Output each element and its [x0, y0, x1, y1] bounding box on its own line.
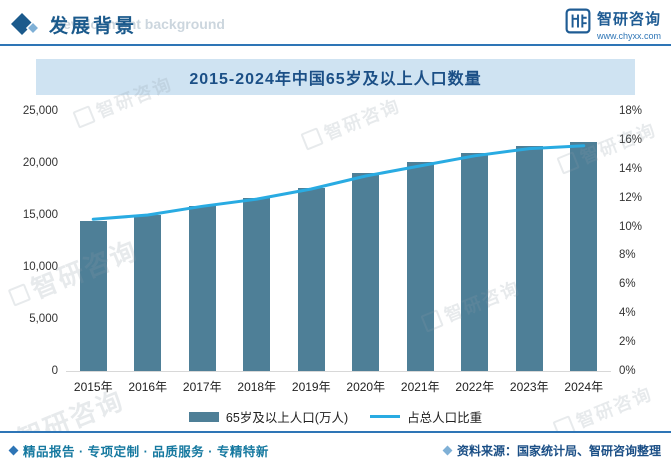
legend-item-bar: 65岁及以上人口(万人) [188, 407, 349, 426]
bar-2016年 [134, 215, 162, 371]
plot-area [66, 111, 611, 372]
x-axis-label: 2022年 [455, 380, 495, 394]
chart: 25,000 20,000 15,000 10,000 5,000 0 18% 16% 14%… [6, 105, 657, 395]
bar-2020年 [352, 172, 380, 371]
x-axis-label: 2018年 [237, 380, 277, 394]
x-axis-label: 2017年 [182, 380, 222, 394]
bar-2017年 [188, 206, 216, 371]
brand-site-url: www.chyxx.com [596, 30, 661, 41]
trend-line-svg [66, 111, 611, 371]
footer-source: 资料来源：国家统计局、智研咨询整理 [442, 442, 661, 459]
brand-text: 智研咨询 www.chyxx.com [597, 8, 661, 41]
brand-name: 智研咨询 [596, 10, 661, 28]
legend-line-swatch [370, 415, 401, 418]
footer: 精品报告 · 专项定制 · 品质服务 · 专精特新 资料来源：国家统计局、智研咨… [0, 431, 671, 472]
bar-2023年 [515, 145, 543, 371]
x-axis-label: 2020年 [346, 380, 386, 394]
axis-tick: 4% [619, 307, 636, 320]
x-axis-label: 2024年 [564, 380, 604, 394]
axis-tick: 10,000 [22, 261, 58, 273]
footer-diamond-icon [8, 445, 19, 456]
page-title: 发展背景 [49, 15, 138, 37]
bar-2024年 [570, 142, 598, 371]
title-wrap: Development background 发展背景 [49, 11, 225, 38]
axis-tick: 14% [619, 162, 643, 175]
bars [66, 111, 611, 371]
brand-logo-icon [565, 8, 591, 33]
footer-source-text: 资料来源：国家统计局、智研咨询整理 [456, 444, 661, 458]
axis-tick: 18% [619, 105, 643, 117]
axis-tick: 5,000 [29, 313, 58, 325]
bar-2019年 [297, 187, 325, 371]
axis-tick: 2% [619, 336, 636, 349]
header-background-text: Development background [53, 15, 225, 32]
axis-tick: 10% [619, 220, 643, 233]
x-axis-labels: 2015年 2016年 2017年 2018年 2019年 2020年 2021年 2022年… [66, 378, 611, 395]
left-axis: 25,000 20,000 15,000 10,000 5,000 0 [6, 105, 66, 377]
bar-2022年 [461, 152, 489, 371]
axis-tick: 12% [619, 191, 643, 204]
axis-tick: 0% [619, 365, 636, 377]
footer-services-text: 精品报告 · 专项定制 · 品质服务 · 专精特新 [23, 445, 269, 459]
legend-bar-label: 65岁及以上人口(万人) [225, 411, 349, 425]
axis-tick: 6% [619, 278, 636, 291]
bar-2021年 [406, 162, 434, 371]
legend-bar-swatch [188, 411, 219, 422]
x-axis-label: 2021年 [400, 380, 440, 394]
header-left: Development background 发展背景 [10, 11, 225, 38]
axis-tick: 20,000 [22, 157, 58, 169]
source-diamond-icon [442, 445, 453, 456]
brand: 智研咨询 www.chyxx.com [565, 8, 661, 41]
legend: 65岁及以上人口(万人) 占总人口比重 [0, 407, 671, 426]
x-axis-label: 2016年 [128, 380, 168, 394]
bar-2018年 [243, 197, 271, 371]
axis-tick: 15,000 [22, 209, 58, 221]
chart-title: 2015-2024年中国65岁及以上人口数量 [36, 59, 635, 95]
legend-line-label: 占总人口比重 [407, 411, 483, 425]
diamond-icon [11, 12, 40, 35]
axis-tick: 8% [619, 249, 636, 262]
x-axis-label: 2015年 [73, 380, 113, 394]
legend-item-line: 占总人口比重 [370, 407, 482, 426]
x-axis-label: 2019年 [291, 380, 331, 394]
footer-services: 精品报告 · 专项定制 · 品质服务 · 专精特新 [8, 441, 269, 460]
x-axis-label: 2023年 [509, 380, 549, 394]
header: Development background 发展背景 智研咨询 www.chy… [0, 0, 671, 46]
axis-tick: 16% [619, 133, 643, 146]
bar-2015年 [79, 221, 107, 371]
ratio-line [93, 146, 584, 220]
axis-tick: 25,000 [22, 105, 58, 117]
right-axis: 18% 16% 14% 12% 10% 8% 6% 4% 2% 0% [611, 105, 657, 377]
axis-tick: 0 [51, 365, 58, 377]
